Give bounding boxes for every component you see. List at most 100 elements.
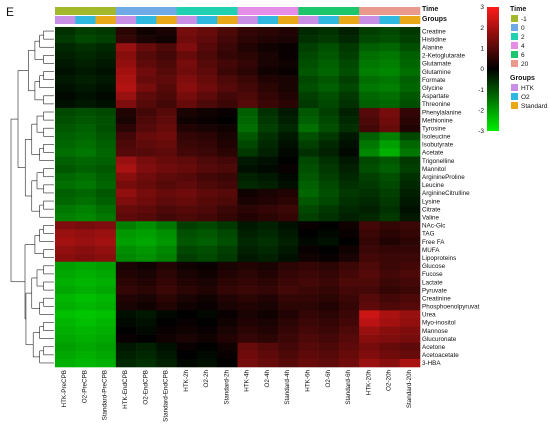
heatmap-cell	[136, 213, 157, 222]
heatmap-cell	[359, 213, 380, 222]
heatmap-cell	[399, 107, 421, 117]
time-legend-swatch	[511, 33, 518, 40]
row-label: TAG	[422, 231, 435, 238]
heatmap-cell	[176, 188, 198, 198]
heatmap-cell	[359, 27, 380, 36]
heatmap-cell	[338, 156, 360, 165]
heatmap-cell	[75, 253, 96, 263]
heatmap-cell	[176, 116, 198, 125]
heatmap-cell	[278, 237, 299, 246]
heatmap-cell	[217, 188, 238, 198]
heatmap-cell	[318, 99, 340, 109]
heatmap-cell	[75, 310, 96, 319]
heatmap-cell	[298, 310, 319, 319]
row-label: Aspartate	[422, 93, 449, 100]
heatmap-cell	[338, 172, 360, 182]
heatmap-cell	[217, 269, 238, 279]
heatmap-cell	[359, 310, 380, 319]
heatmap-cell	[338, 148, 360, 157]
heatmap-cell	[75, 261, 96, 271]
groups-annotation-cell	[176, 16, 198, 24]
time-annotation-cell	[338, 7, 360, 15]
heatmap-cell	[399, 286, 421, 295]
heatmap-cell	[156, 253, 177, 263]
heatmap-cell	[257, 180, 279, 190]
heatmap-cell	[359, 35, 380, 44]
heatmap-cell	[176, 43, 198, 52]
heatmap-cell	[217, 302, 238, 311]
heatmap-cell	[237, 197, 259, 206]
heatmap-cell	[298, 148, 319, 157]
heatmap-cell	[278, 197, 299, 206]
groups-annotation-cell	[318, 16, 340, 24]
heatmap-cell	[95, 164, 117, 174]
heatmap-cell	[217, 358, 238, 368]
heatmap-cell	[257, 35, 279, 44]
heatmap-cell	[318, 358, 340, 368]
heatmap-cell	[115, 99, 137, 109]
heatmap-cell	[176, 310, 198, 319]
heatmap-cell	[75, 197, 96, 206]
heatmap-cell	[95, 277, 117, 287]
heatmap-cell	[196, 261, 218, 271]
heatmap-cell	[237, 318, 259, 327]
heatmap-cell	[237, 229, 259, 238]
heatmap-cell	[75, 342, 96, 352]
row-label: Methionine	[422, 117, 453, 124]
heatmap-cell	[257, 302, 279, 311]
groups-annotation-cell	[136, 16, 157, 24]
heatmap-cell	[75, 140, 96, 149]
heatmap-cell	[196, 237, 218, 246]
groups-annotation-cell	[257, 16, 279, 24]
heatmap-cell	[359, 302, 380, 311]
heatmap-cell	[136, 75, 157, 84]
time-annotation-label: Time	[422, 6, 438, 13]
heatmap-cell	[257, 132, 279, 141]
heatmap-cell	[379, 91, 401, 101]
heatmap-cell	[237, 277, 259, 287]
column-label: HTK-2h	[183, 370, 190, 392]
heatmap-cell	[115, 342, 137, 352]
heatmap-cell	[237, 107, 259, 117]
heatmap-cell	[359, 350, 380, 360]
column-label: O2-EndCPB	[142, 370, 149, 405]
heatmap-cell	[237, 140, 259, 149]
groups-annotation-cell	[278, 16, 299, 24]
time-annotation-cell	[95, 7, 117, 15]
heatmap-cell	[176, 99, 198, 109]
heatmap-cell	[156, 59, 177, 68]
row-label: ArginineProline	[422, 174, 465, 181]
row-label: Glycine	[422, 85, 443, 92]
heatmap-cell	[399, 237, 421, 246]
heatmap-cell	[298, 140, 319, 149]
heatmap-cell	[217, 286, 238, 295]
heatmap-cell	[156, 51, 177, 60]
heatmap-cell	[217, 116, 238, 125]
heatmap-cell	[338, 83, 360, 93]
heatmap-cell	[196, 302, 218, 311]
column-label: O2-PreCPB	[81, 370, 88, 403]
heatmap-cell	[278, 116, 299, 125]
heatmap-cell	[399, 205, 421, 214]
heatmap-cell	[338, 326, 360, 335]
heatmap-cell	[196, 107, 218, 117]
row-label: Lysine	[422, 198, 440, 205]
heatmap-cell	[75, 221, 96, 230]
heatmap-cell	[399, 318, 421, 327]
heatmap-cell	[237, 148, 259, 157]
heatmap-cell	[136, 164, 157, 174]
heatmap-cell	[55, 326, 76, 335]
heatmap-cell	[257, 107, 279, 117]
heatmap-cell	[399, 302, 421, 311]
heatmap-cell	[399, 342, 421, 352]
heatmap-cell	[156, 245, 177, 254]
heatmap-cell	[257, 253, 279, 263]
heatmap-cell	[115, 156, 137, 165]
heatmap-cell	[379, 124, 401, 133]
heatmap-cell	[338, 221, 360, 230]
heatmap-cell	[95, 294, 117, 303]
heatmap-cell	[338, 75, 360, 84]
heatmap-cell	[379, 326, 401, 335]
heatmap-cell	[55, 172, 76, 182]
heatmap-cell	[75, 277, 96, 287]
